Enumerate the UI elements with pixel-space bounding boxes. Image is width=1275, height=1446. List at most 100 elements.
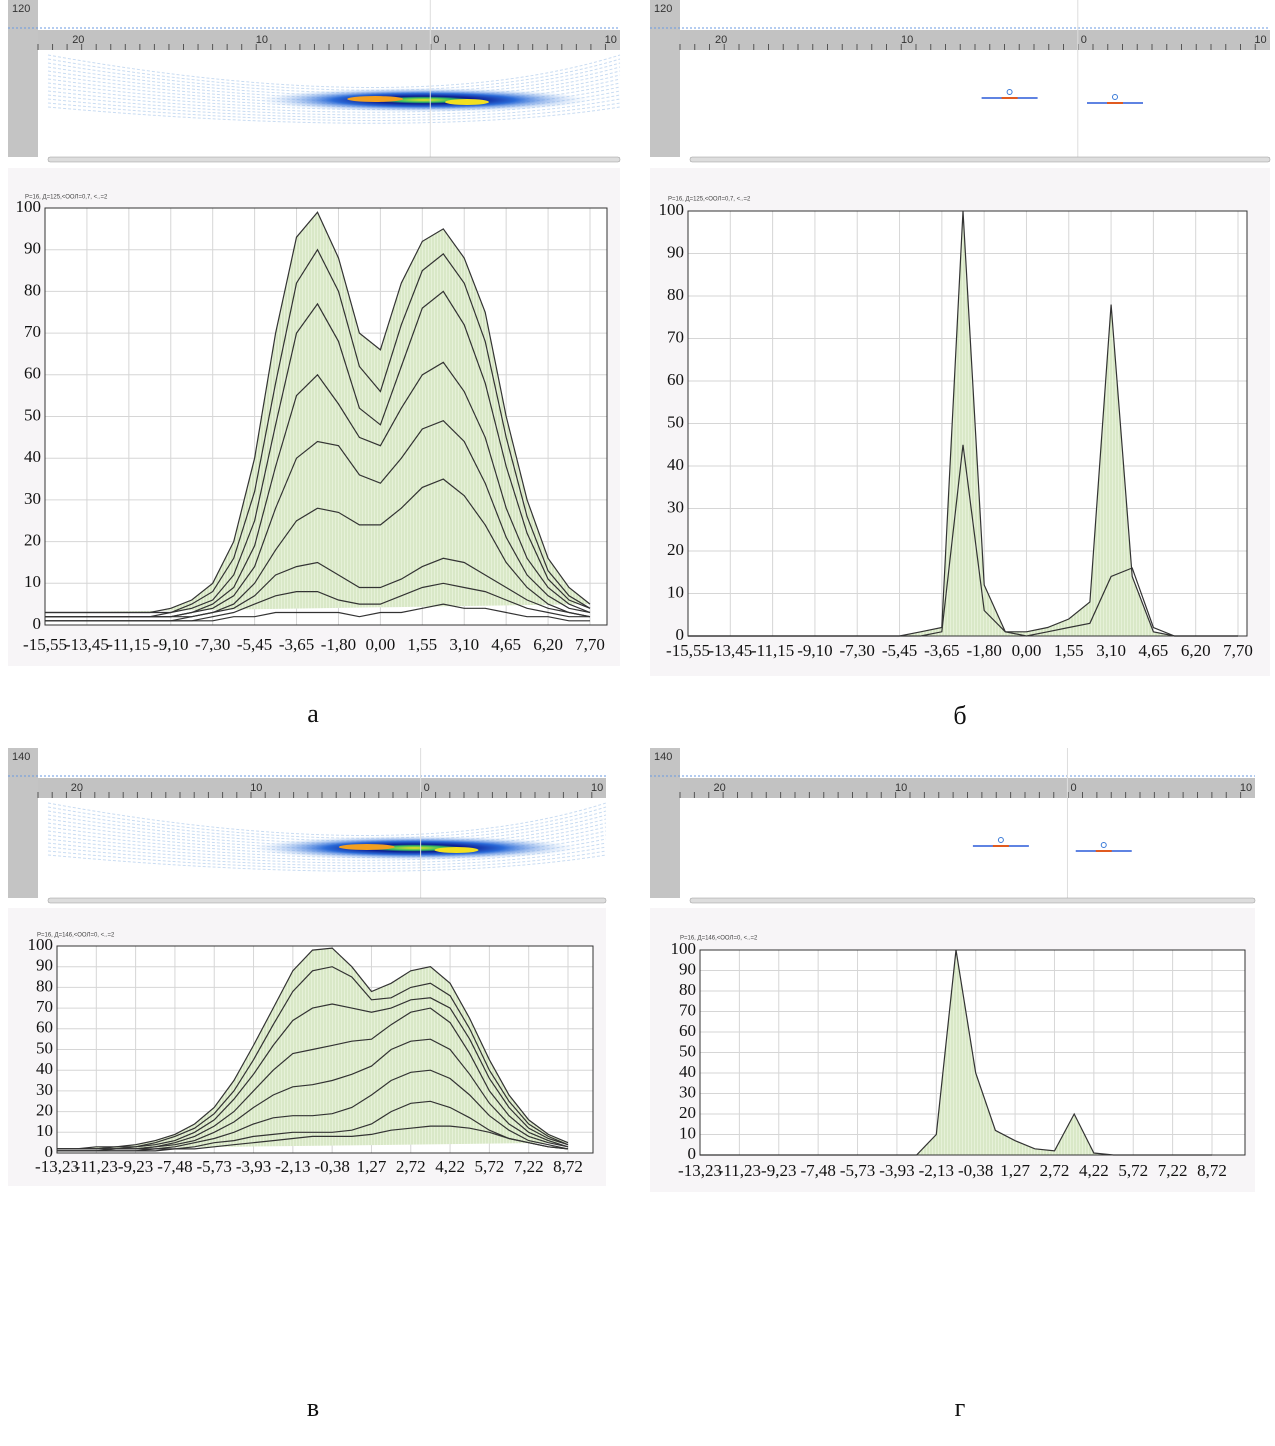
x-tick-label: -9,23 <box>118 1157 153 1176</box>
x-tick-label: -9,23 <box>761 1161 796 1180</box>
x-tick-label: -11,23 <box>75 1157 118 1176</box>
y-tick-label: 100 <box>659 200 685 219</box>
panel-caption: в <box>307 1393 319 1422</box>
ruler-label: 10 <box>256 34 268 46</box>
x-tick-label: -5,45 <box>237 635 272 654</box>
x-tick-label: -5,45 <box>882 641 917 660</box>
y-tick-label: 30 <box>24 489 41 508</box>
x-tick-label: -0,38 <box>314 1157 349 1176</box>
y-tick-label: 0 <box>676 625 685 644</box>
y-tick-label: 80 <box>667 285 684 304</box>
x-tick-label: -5,73 <box>197 1157 232 1176</box>
ruler-label: 0 <box>424 782 430 794</box>
y-tick-label: 20 <box>24 531 41 550</box>
x-tick-label: -3,65 <box>279 635 314 654</box>
y-tick-label: 50 <box>667 412 684 431</box>
y-tick-label: 20 <box>36 1101 53 1120</box>
x-tick-label: 1,55 <box>407 635 437 654</box>
scan-strip <box>650 0 680 157</box>
x-tick-label: 7,22 <box>514 1157 544 1176</box>
scan-hot <box>434 847 479 853</box>
scan-echo <box>47 818 607 847</box>
x-tick-label: 4,65 <box>1139 641 1169 660</box>
x-tick-label: 6,20 <box>533 635 563 654</box>
scan-scrollbar <box>689 156 1271 163</box>
scan-scrollbar <box>689 897 1256 904</box>
y-tick-label: 90 <box>24 239 41 258</box>
scan-strip <box>8 0 38 157</box>
x-tick-label: 5,72 <box>1118 1161 1148 1180</box>
scan-echo <box>47 850 607 869</box>
scan-blob <box>258 88 590 112</box>
scan-echo <box>47 854 607 872</box>
y-tick-label: 40 <box>667 455 684 474</box>
x-tick-label: -2,13 <box>275 1157 310 1176</box>
scan-strip <box>8 748 38 898</box>
area <box>57 947 569 1150</box>
y-tick-label: 90 <box>679 959 696 978</box>
scan-marker <box>1006 89 1013 95</box>
scan-hot <box>338 844 395 850</box>
x-tick-label: 0,00 <box>366 635 396 654</box>
ruler-label: 10 <box>1254 34 1266 46</box>
y-tick-label: 30 <box>36 1080 53 1099</box>
ruler-label: 20 <box>72 34 84 46</box>
y-tick-label: 90 <box>36 956 53 975</box>
y-tick-label: 10 <box>36 1121 53 1140</box>
line <box>45 603 590 622</box>
y-tick-label: 60 <box>679 1021 696 1040</box>
ruler-label: 10 <box>895 782 907 794</box>
line <box>57 1038 569 1150</box>
scan-strip <box>650 748 680 898</box>
x-tick-label: 0,00 <box>1012 641 1042 660</box>
scan-echo <box>47 846 607 867</box>
y-tick-label: 20 <box>679 1103 696 1122</box>
scan-echo <box>47 106 621 124</box>
chart-subtitle: Р=16, Д=146,<ООЛ=0, <..=2 <box>37 933 115 939</box>
scan-hot <box>347 96 404 102</box>
scan-blob <box>253 836 577 860</box>
line <box>57 1069 569 1152</box>
scan-echo <box>47 838 607 861</box>
x-tick-label: -0,38 <box>958 1161 993 1180</box>
scan-depth-label: 140 <box>12 751 30 763</box>
chart-subtitle: Р=16, Д=125,<ООЛ=0,7, <..=2 <box>25 195 108 201</box>
scan-echo <box>47 826 607 853</box>
scan-scrollbar <box>47 156 621 163</box>
scan-scrollbar <box>47 897 607 904</box>
x-tick-label: -3,65 <box>924 641 959 660</box>
x-tick-label: -15,55 <box>666 641 710 660</box>
line <box>57 1125 569 1152</box>
x-tick-label: 7,70 <box>575 635 605 654</box>
ruler-label: 10 <box>605 34 617 46</box>
scan-background <box>8 748 606 906</box>
y-tick-label: 20 <box>667 540 684 559</box>
ruler-label: 10 <box>591 782 603 794</box>
scan-depth-label: 140 <box>654 751 672 763</box>
x-tick-label: 4,22 <box>435 1157 465 1176</box>
x-tick-label: -2,13 <box>919 1161 954 1180</box>
scan-hot <box>445 99 489 105</box>
x-tick-label: 4,22 <box>1079 1161 1109 1180</box>
ruler-label: 0 <box>1081 34 1087 46</box>
y-tick-label: 80 <box>24 280 41 299</box>
ruler-label: 10 <box>1240 782 1252 794</box>
x-tick-label: 1,55 <box>1054 641 1084 660</box>
y-tick-label: 100 <box>28 935 54 954</box>
scan-echo <box>47 822 607 850</box>
panel-caption: б <box>953 701 966 730</box>
x-tick-label: 7,70 <box>1223 641 1253 660</box>
x-tick-label: -7,48 <box>800 1161 835 1180</box>
x-tick-label: 7,22 <box>1158 1161 1188 1180</box>
x-tick-label: 6,20 <box>1181 641 1211 660</box>
x-tick-label: 5,72 <box>475 1157 505 1176</box>
x-tick-label: -11,23 <box>718 1161 761 1180</box>
line <box>45 478 591 618</box>
y-tick-label: 40 <box>36 1059 53 1078</box>
x-tick-label: -13,23 <box>678 1161 722 1180</box>
y-tick-label: 10 <box>667 582 684 601</box>
y-tick-label: 0 <box>33 614 42 633</box>
ruler-label: 20 <box>714 782 726 794</box>
chart-subtitle: Р=16, Д=125,<ООЛ=0,7, <..=2 <box>668 197 751 203</box>
x-tick-label: -13,23 <box>35 1157 79 1176</box>
